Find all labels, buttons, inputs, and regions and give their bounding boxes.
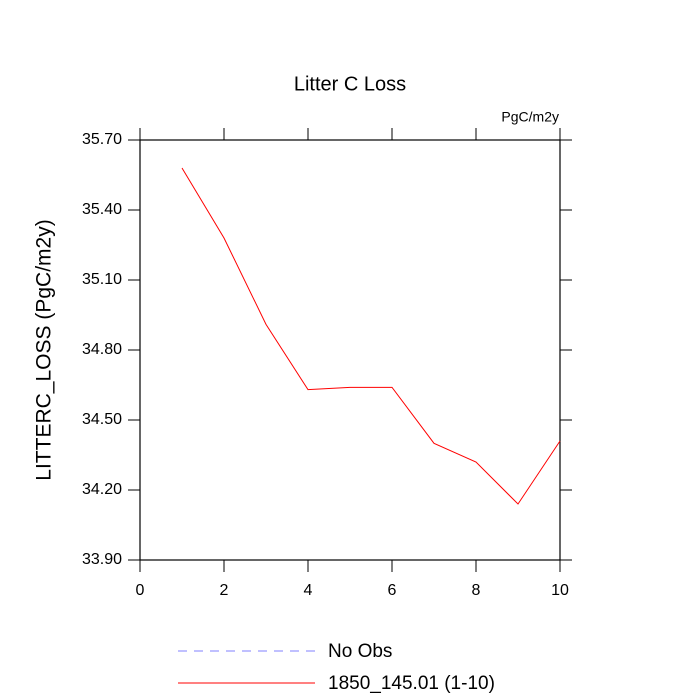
y-tick-label: 35.70 <box>82 131 122 148</box>
legend-label: No Obs <box>328 641 392 662</box>
chart-title: Litter C Loss <box>294 73 406 95</box>
series-line <box>181 167 561 505</box>
x-tick-label: 2 <box>220 582 229 599</box>
y-tick-label: 35.10 <box>82 271 122 288</box>
units-label: PgC/m2y <box>501 109 559 125</box>
x-tick-label: 10 <box>551 582 569 599</box>
x-tick-label: 8 <box>472 582 481 599</box>
y-tick-label: 33.90 <box>82 551 122 568</box>
legend-label: 1850_145.01 (1-10) <box>328 673 495 694</box>
x-tick-label: 6 <box>388 582 397 599</box>
y-tick-label: 35.40 <box>82 201 122 218</box>
x-tick-label: 0 <box>136 582 145 599</box>
y-tick-label: 34.20 <box>82 481 122 498</box>
x-tick-label: 4 <box>304 582 313 599</box>
y-tick-label: 34.80 <box>82 341 122 358</box>
y-axis-label: LITTERC_LOSS (PgC/m2y) <box>33 219 56 480</box>
y-tick-label: 34.50 <box>82 411 122 428</box>
